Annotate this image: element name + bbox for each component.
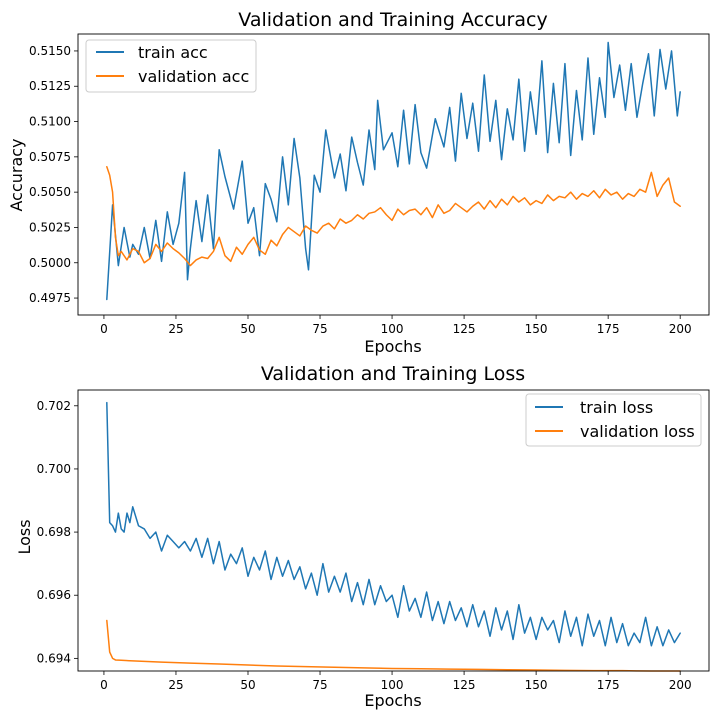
- loss-x-tick-label: 25: [168, 678, 183, 692]
- accuracy-x-axis-label: Epochs: [364, 337, 421, 356]
- accuracy-x-axis: 0 25 50 75 100 125 150 175 200: [100, 315, 692, 336]
- loss-y-axis-label: Loss: [15, 519, 34, 554]
- accuracy-x-tick-label: 200: [669, 322, 692, 336]
- loss-y-tick-label: 0.694: [37, 651, 71, 665]
- loss-y-tick-label: 0.696: [37, 588, 71, 602]
- loss-y-tick-label: 0.702: [37, 399, 71, 413]
- accuracy-axes-frame: [77, 33, 710, 316]
- series-line-validation-acc: [106, 165, 681, 267]
- accuracy-y-tick-label: 0.5050: [29, 185, 71, 199]
- legend-label-train-loss: train loss: [580, 398, 653, 417]
- accuracy-y-tick-label: 0.5125: [29, 79, 71, 93]
- loss-x-tick-label: 0: [100, 678, 108, 692]
- loss-x-tick-label: 100: [381, 678, 404, 692]
- accuracy-y-tick-label: 0.5025: [29, 220, 71, 234]
- loss-axes-frame: [77, 389, 710, 672]
- loss-x-tick-label: 75: [312, 678, 327, 692]
- accuracy-legend: train acc validation acc: [85, 39, 257, 93]
- accuracy-x-tick-label: 150: [525, 322, 548, 336]
- accuracy-x-tick-label: 175: [597, 322, 620, 336]
- accuracy-plot-area: [106, 41, 681, 301]
- loss-x-tick-label: 175: [597, 678, 620, 692]
- accuracy-x-tick-label: 75: [312, 322, 327, 336]
- accuracy-y-tick-label: 0.5000: [29, 256, 71, 270]
- accuracy-y-tick-label: 0.5150: [29, 44, 71, 58]
- accuracy-y-axis: 0.4975 0.5000 0.5025 0.5050 0.5075 0.5100 0.51…: [29, 44, 78, 305]
- accuracy-x-tick-label: 125: [453, 322, 476, 336]
- loss-x-tick-label: 50: [240, 678, 255, 692]
- loss-legend-box: [525, 393, 702, 447]
- loss-y-tick-label: 0.700: [37, 462, 71, 476]
- legend-label-validation-acc: validation acc: [138, 67, 249, 86]
- loss-y-tick-label: 0.698: [37, 525, 71, 539]
- accuracy-y-tick-label: 0.5100: [29, 115, 71, 129]
- series-line-train-loss: [106, 401, 681, 647]
- accuracy-y-tick-label: 0.5075: [29, 150, 71, 164]
- accuracy-chart-title: Validation and Training Accuracy: [238, 9, 547, 31]
- series-line-train-acc: [106, 41, 681, 301]
- loss-x-tick-label: 200: [669, 678, 692, 692]
- accuracy-chart: Validation and Training Accuracy 0 25 50 75…: [7, 9, 710, 356]
- accuracy-x-tick-label: 25: [168, 322, 183, 336]
- accuracy-x-tick-label: 0: [100, 322, 108, 336]
- accuracy-x-tick-label: 50: [240, 322, 255, 336]
- loss-x-tick-label: 150: [525, 678, 548, 692]
- loss-x-axis: 0 25 50 75 100 125 150 175 200: [100, 671, 692, 692]
- loss-legend: train loss validation loss: [525, 393, 702, 447]
- accuracy-y-axis-label: Accuracy: [7, 138, 26, 211]
- loss-plot-area: [106, 401, 681, 672]
- loss-x-axis-label: Epochs: [364, 691, 421, 710]
- loss-chart: Validation and Training Loss 0 25 50 75 100 1…: [15, 363, 710, 710]
- accuracy-x-tick-label: 100: [381, 322, 404, 336]
- series-line-validation-loss: [106, 619, 681, 672]
- loss-y-axis: 0.694 0.696 0.698 0.700 0.702: [37, 399, 78, 665]
- legend-label-train-acc: train acc: [138, 43, 208, 62]
- loss-chart-title: Validation and Training Loss: [261, 363, 525, 385]
- accuracy-legend-box: [85, 39, 257, 93]
- accuracy-y-tick-label: 0.4975: [29, 291, 71, 305]
- legend-label-validation-loss: validation loss: [580, 422, 695, 441]
- loss-x-tick-label: 125: [453, 678, 476, 692]
